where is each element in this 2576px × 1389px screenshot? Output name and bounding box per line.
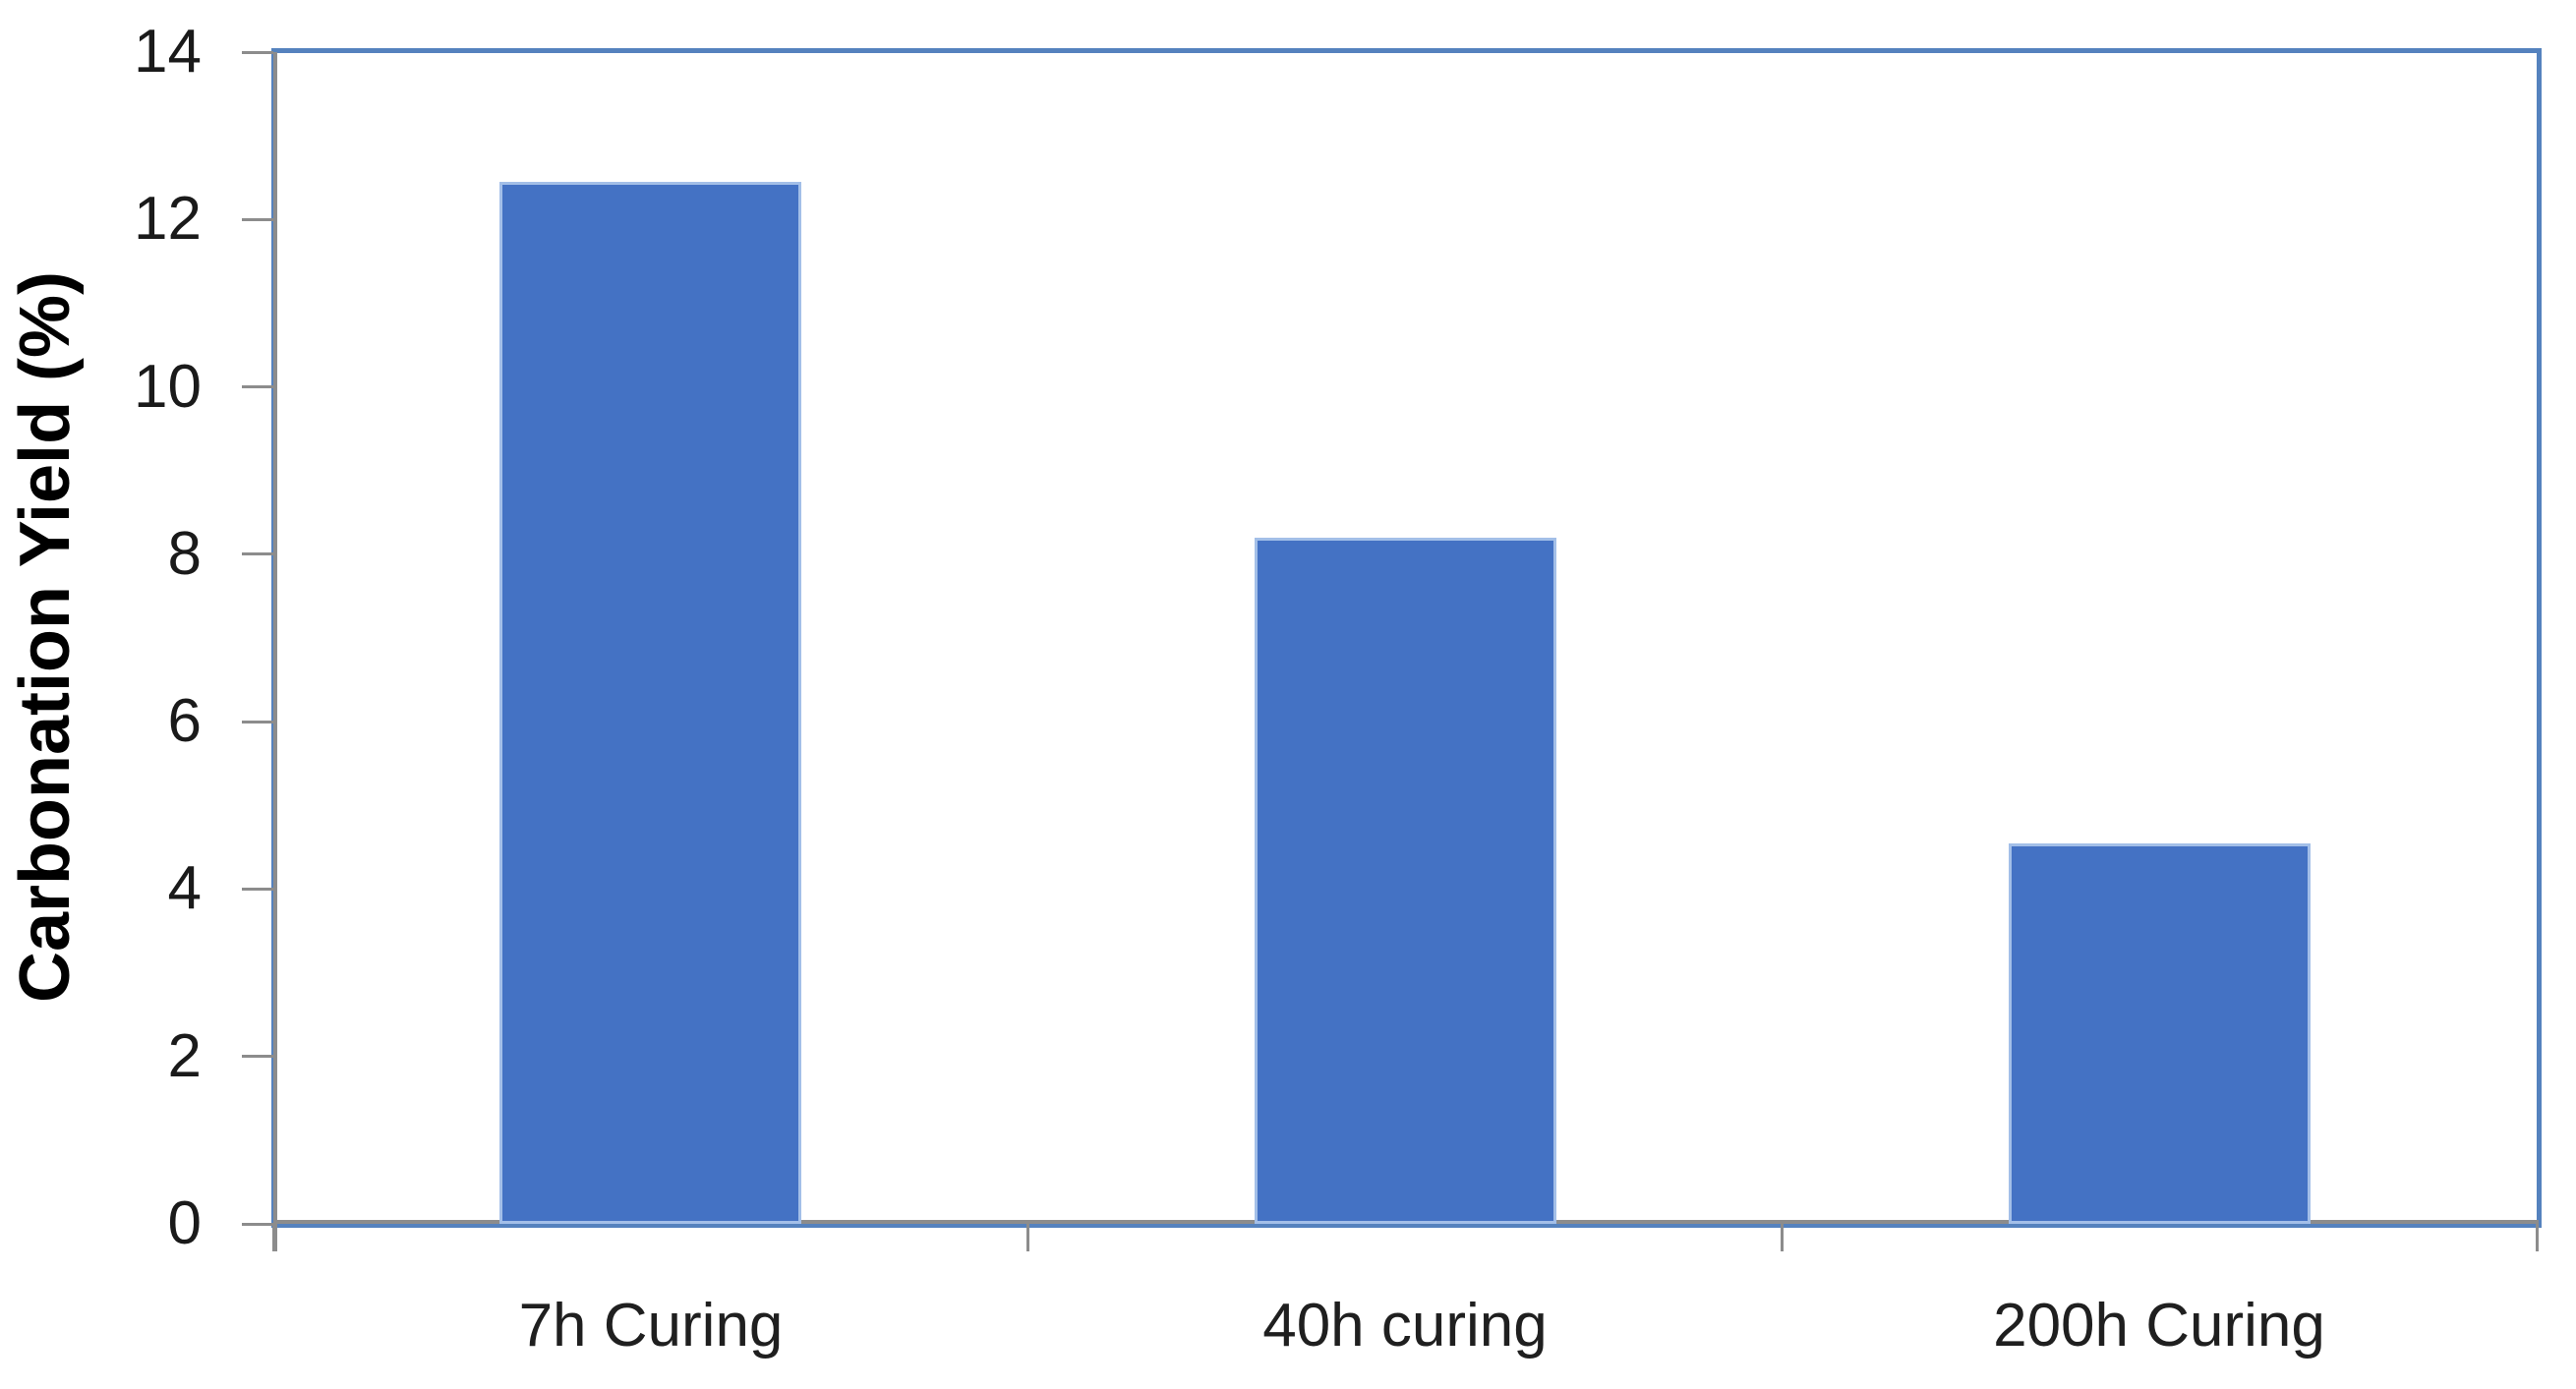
y-axis-tick bbox=[242, 552, 273, 555]
y-axis-tick bbox=[242, 1223, 273, 1226]
x-category-label: 200h Curing bbox=[1993, 1292, 2325, 1360]
x-axis-tick bbox=[272, 1224, 275, 1251]
y-axis-tick bbox=[242, 721, 273, 723]
bar bbox=[499, 182, 801, 1224]
bar bbox=[1255, 538, 1556, 1224]
y-axis-tick bbox=[242, 218, 273, 221]
y-tick-label: 2 bbox=[167, 1022, 202, 1090]
y-tick-label: 4 bbox=[167, 854, 202, 922]
y-axis-tick bbox=[242, 1055, 273, 1058]
y-tick-label: 14 bbox=[134, 18, 202, 86]
y-tick-label: 0 bbox=[167, 1189, 202, 1257]
y-tick-label: 8 bbox=[167, 520, 202, 588]
x-axis-tick bbox=[2536, 1224, 2539, 1251]
x-category-label: 7h Curing bbox=[518, 1292, 784, 1360]
y-axis-line bbox=[273, 52, 277, 1251]
y-axis-tick bbox=[242, 888, 273, 891]
bar bbox=[2009, 843, 2311, 1224]
x-category-label: 40h curing bbox=[1262, 1292, 1548, 1360]
x-axis-tick bbox=[1026, 1224, 1029, 1251]
y-axis-tick bbox=[242, 385, 273, 388]
y-tick-label: 10 bbox=[134, 353, 202, 421]
x-axis-tick bbox=[1781, 1224, 1784, 1251]
y-tick-label: 12 bbox=[134, 185, 202, 253]
y-axis-tick bbox=[242, 51, 273, 54]
y-tick-label: 6 bbox=[167, 687, 202, 755]
